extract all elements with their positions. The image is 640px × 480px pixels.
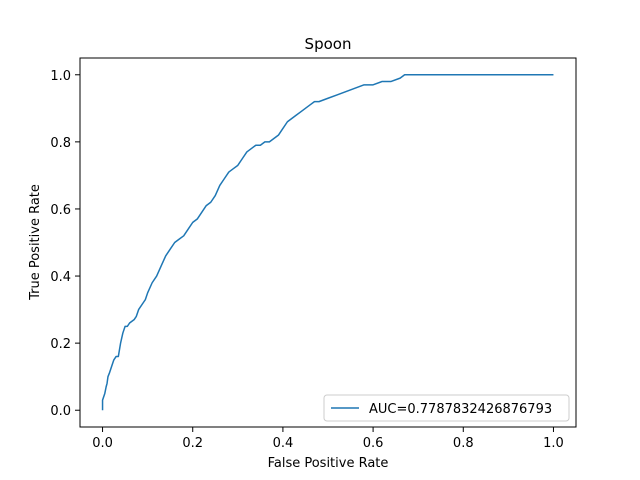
y-tick-label: 0.6 <box>50 203 71 218</box>
y-tick-label: 0.4 <box>50 270 71 285</box>
x-axis-ticks: 0.0 0.2 0.4 0.6 0.8 1.0 <box>92 427 564 451</box>
axes-frame <box>79 57 577 428</box>
y-axis-label: True Positive Rate <box>28 184 43 301</box>
y-tick-label: 0.0 <box>50 404 71 419</box>
x-tick-label: 0.0 <box>92 436 113 451</box>
legend-box <box>323 394 570 422</box>
roc-curve-line <box>101 74 554 411</box>
legend-label: AUC=0.7787832426876793 <box>369 402 552 417</box>
y-axis-ticks: 0.0 0.2 0.4 0.6 0.8 1.0 <box>50 69 80 419</box>
y-tick-label: 0.8 <box>50 136 71 151</box>
legend: AUC=0.7787832426876793 <box>323 394 570 422</box>
x-tick-label: 0.8 <box>453 436 474 451</box>
x-axis-label: False Positive Rate <box>268 456 389 471</box>
x-tick-label: 0.2 <box>182 436 203 451</box>
x-tick-label: 1.0 <box>543 436 564 451</box>
y-tick-label: 0.2 <box>50 337 71 352</box>
plot-area <box>101 74 554 411</box>
y-tick-label: 1.0 <box>50 69 71 84</box>
x-tick-label: 0.6 <box>363 436 384 451</box>
x-tick-label: 0.4 <box>273 436 294 451</box>
chart-title: Spoon <box>305 35 352 53</box>
